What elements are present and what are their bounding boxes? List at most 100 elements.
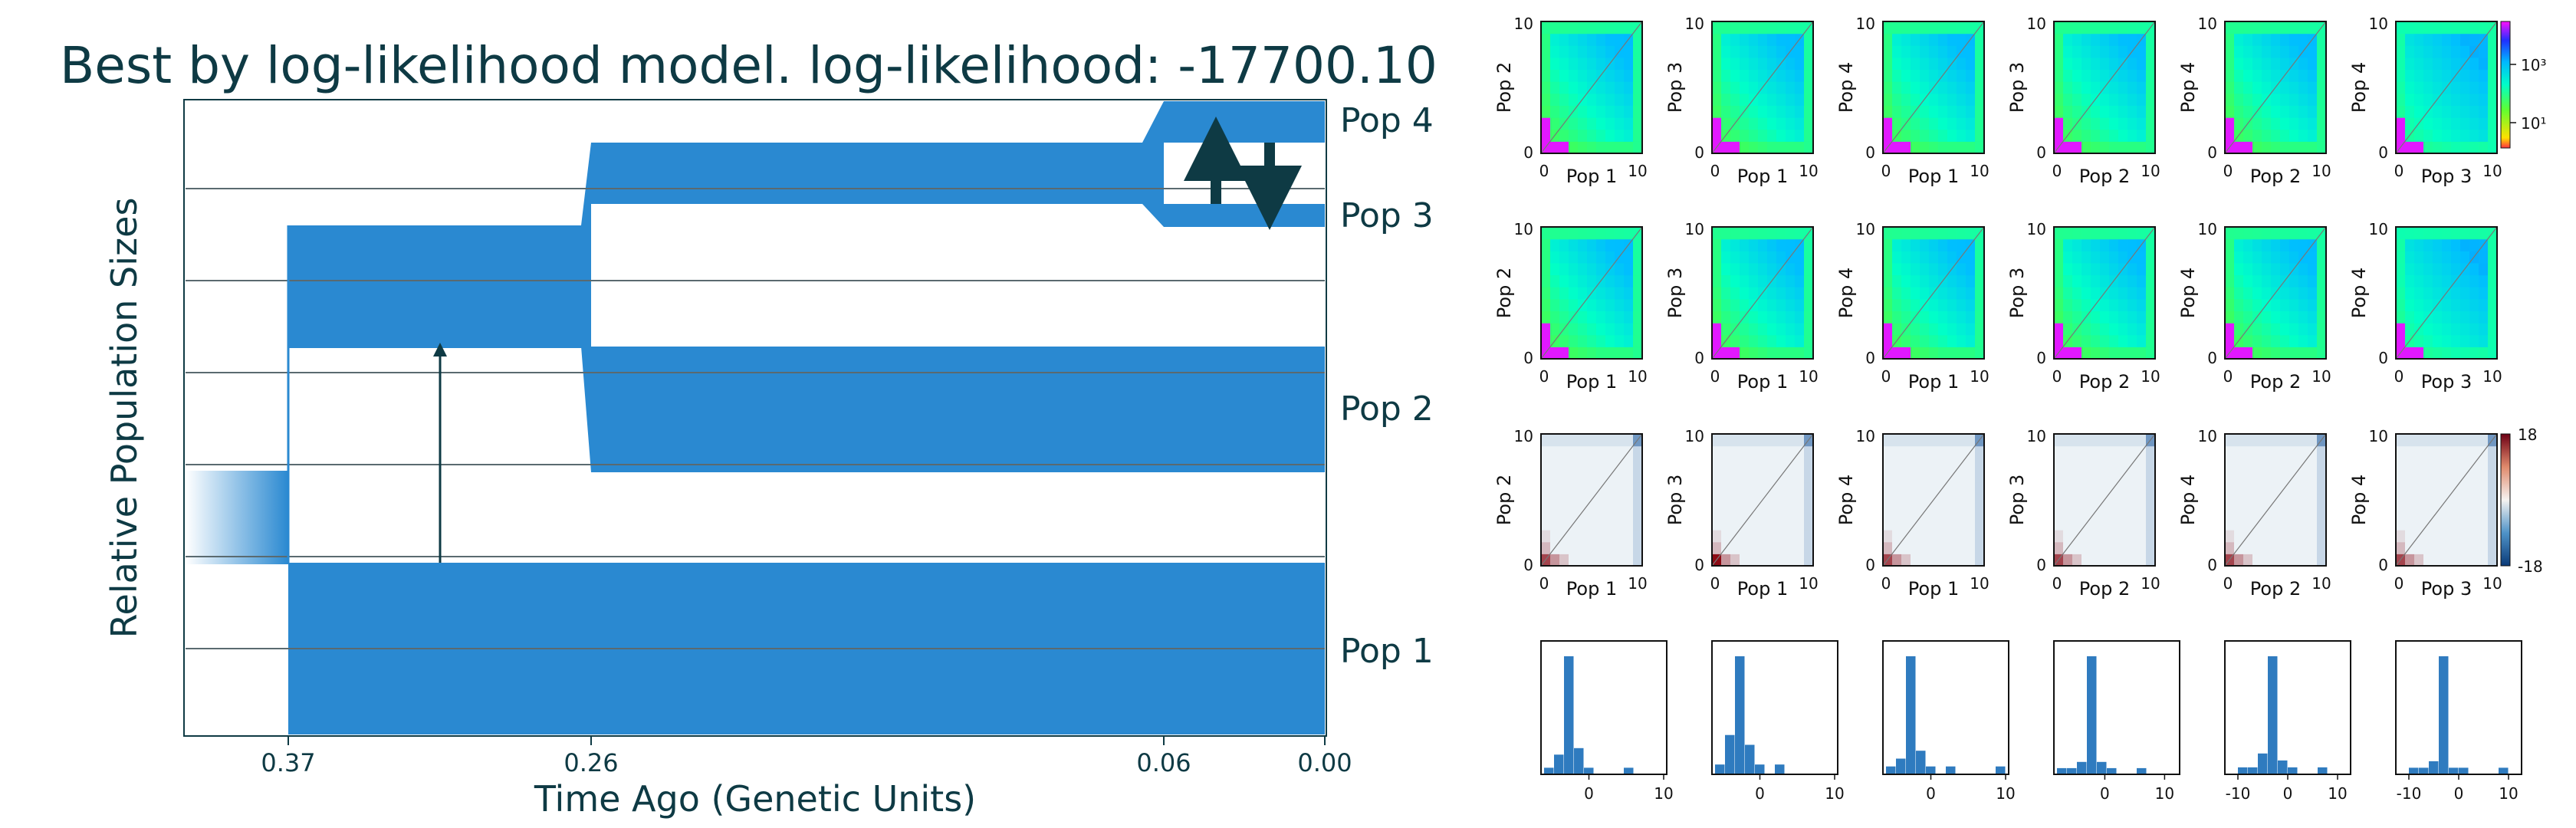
heatmap-cell — [2225, 287, 2235, 300]
pop34-ancestor-band — [581, 143, 1164, 225]
panel-frame — [2395, 640, 2522, 775]
heatmap-cell — [2451, 334, 2461, 347]
y-tick-label: 0 — [2207, 349, 2217, 367]
heatmap-cell — [2451, 505, 2461, 518]
heatmap-cell — [2243, 21, 2253, 34]
heatmap-cell — [1776, 238, 1786, 251]
heatmap-cell — [2469, 262, 2479, 276]
heatmap-cell — [1804, 105, 1814, 118]
heatmap-cell — [2298, 105, 2308, 118]
heatmap-cell — [1795, 469, 1805, 483]
heatmap-cell — [1892, 469, 1902, 483]
heatmap-cell — [2252, 251, 2262, 264]
diagonal-line — [2053, 226, 2156, 360]
heatmap-cell — [2405, 347, 2415, 360]
heatmap-cell — [1975, 494, 1985, 507]
heatmap-cell — [1615, 469, 1625, 483]
heatmap-cell — [1740, 57, 1750, 71]
heatmap-cell — [1550, 469, 1560, 483]
heatmap-cell — [2460, 445, 2470, 458]
heatmap-cell — [2118, 518, 2128, 531]
heatmap-cell — [1633, 530, 1643, 543]
heatmap-cell — [2063, 458, 2073, 471]
heatmap-cell — [2243, 458, 2253, 471]
heatmap-cell — [1892, 518, 1902, 531]
colorbar-tick-label: -18 — [2518, 557, 2543, 576]
heatmap-cell — [1920, 45, 1930, 58]
heatmap-cell — [2479, 310, 2489, 324]
heatmap-cell — [1550, 251, 1560, 264]
heatmap-cell — [2414, 518, 2424, 531]
heatmap-cell — [1786, 494, 1796, 507]
heatmap-cell — [2082, 469, 2091, 483]
histogram-bar — [2288, 767, 2298, 774]
heatmap-cell — [2128, 57, 2137, 71]
heatmap-cell — [1911, 530, 1921, 543]
heatmap-cell — [2423, 323, 2433, 336]
heatmap-cell — [2063, 69, 2073, 82]
heatmap-cell — [2091, 57, 2101, 71]
heatmap-cell — [1615, 21, 1625, 34]
y-tick-label: 10 — [2027, 15, 2046, 33]
heatmap-cell — [1749, 518, 1759, 531]
heatmap-cell — [2414, 554, 2424, 567]
heatmap-cell — [2405, 33, 2415, 46]
heatmap-cell — [1541, 69, 1551, 82]
heatmap-cell — [2243, 334, 2253, 347]
heatmap-cell — [2469, 530, 2479, 543]
heatmap-cell — [1712, 262, 1722, 276]
heatmap-cell — [2072, 334, 2082, 347]
heatmap-cell — [2109, 33, 2119, 46]
heatmap-cell — [1569, 69, 1579, 82]
y-tick-label: 0 — [1865, 556, 1875, 574]
heatmap-cell — [1758, 117, 1768, 130]
histogram-bar — [1584, 767, 1594, 774]
heatmap-cell — [2460, 105, 2470, 118]
heatmap-cell — [1721, 69, 1731, 82]
heatmap-cell — [1624, 287, 1634, 300]
heatmap-cell — [1938, 262, 1948, 276]
heatmap-cell — [1712, 518, 1722, 531]
diagonal-line — [2224, 21, 2327, 154]
heatmap-cell — [2451, 458, 2461, 471]
heatmap-cell — [1587, 434, 1597, 447]
heatmap-cell — [2308, 57, 2318, 71]
heatmap-cell — [1938, 33, 1948, 46]
heatmap-cell — [1966, 554, 1976, 567]
heatmap-cell — [2405, 323, 2415, 336]
heatmap-cell — [2243, 45, 2253, 58]
heatmap-cell — [2488, 69, 2498, 82]
heatmap-cell — [1712, 251, 1722, 264]
heatmap-cell — [1892, 434, 1902, 447]
heatmap-cell — [2488, 505, 2498, 518]
heatmap-cell — [2137, 93, 2147, 106]
heatmap-cell — [1758, 69, 1768, 82]
heatmap-cell — [2308, 323, 2318, 336]
heatmap-cell — [2460, 310, 2470, 324]
heatmap-cell — [2442, 434, 2452, 447]
heatmap-cell — [2433, 541, 2443, 554]
histogram-bar — [2268, 656, 2278, 774]
heatmap-cell — [2243, 347, 2253, 360]
heatmap-cell — [2414, 129, 2424, 142]
heatmap-cell — [1938, 227, 1948, 240]
x-tick-label: 10 — [2499, 784, 2518, 803]
heatmap-cell — [2100, 347, 2110, 360]
heatmap-cell — [2479, 347, 2489, 360]
heatmap-cell — [1559, 298, 1569, 311]
heatmap-cell — [2289, 45, 2299, 58]
x-tick-label: 0 — [1539, 162, 1549, 180]
heatmap-cell — [2317, 57, 2327, 71]
heatmap-cell — [1901, 238, 1911, 251]
heatmap-cell — [2262, 469, 2272, 483]
heatmap-cell — [1596, 505, 1606, 518]
heatmap-cell — [1947, 251, 1957, 264]
heatmap-cell — [1892, 81, 1902, 94]
heatmap-cell — [1920, 530, 1930, 543]
heatmap-cell — [2137, 505, 2147, 518]
heatmap-cell — [2298, 481, 2308, 495]
residual-histogram: 0 10 — [1882, 640, 2016, 803]
heatmap-cell — [1957, 434, 1967, 447]
heatmap-cell — [1550, 518, 1560, 531]
heatmap-cell — [2243, 141, 2253, 154]
